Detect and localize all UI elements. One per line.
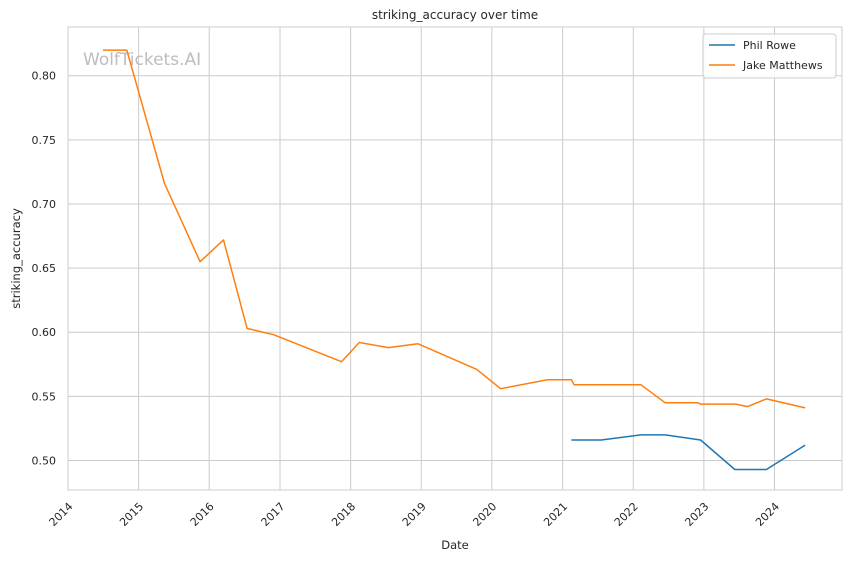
y-tick-label: 0.55 bbox=[32, 390, 57, 403]
plot-area bbox=[67, 26, 843, 491]
watermark-text: WolfTickets.AI bbox=[83, 50, 201, 70]
y-axis-label: striking_accuracy bbox=[9, 208, 23, 309]
series bbox=[103, 49, 806, 471]
series-line-phil-rowe bbox=[571, 434, 806, 471]
y-tick-label: 0.70 bbox=[32, 198, 57, 211]
y-tick-label: 0.60 bbox=[32, 326, 57, 339]
y-axis-ticks: 0.50 0.55 0.60 0.65 0.70 0.75 0.80 bbox=[32, 70, 57, 468]
grid bbox=[67, 27, 842, 490]
y-tick-label: 0.75 bbox=[32, 134, 57, 147]
series-line-jake-matthews bbox=[103, 49, 806, 409]
legend: Phil Rowe Jake Matthews bbox=[702, 33, 837, 79]
x-axis-label: Date bbox=[441, 538, 469, 552]
legend-box bbox=[702, 33, 837, 79]
y-tick-label: 0.50 bbox=[32, 455, 57, 468]
y-tick-label: 0.80 bbox=[32, 70, 57, 83]
legend-label: Phil Rowe bbox=[743, 39, 796, 52]
chart-title: striking_accuracy over time bbox=[372, 8, 538, 22]
legend-label: Jake Matthews bbox=[742, 59, 823, 72]
y-tick-label: 0.65 bbox=[32, 262, 57, 275]
